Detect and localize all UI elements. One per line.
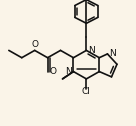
Text: N: N [109, 49, 116, 58]
Text: O: O [50, 67, 57, 76]
Text: Cl: Cl [82, 87, 91, 97]
Text: N: N [88, 46, 95, 55]
Text: N: N [65, 67, 72, 76]
Text: O: O [31, 40, 38, 49]
